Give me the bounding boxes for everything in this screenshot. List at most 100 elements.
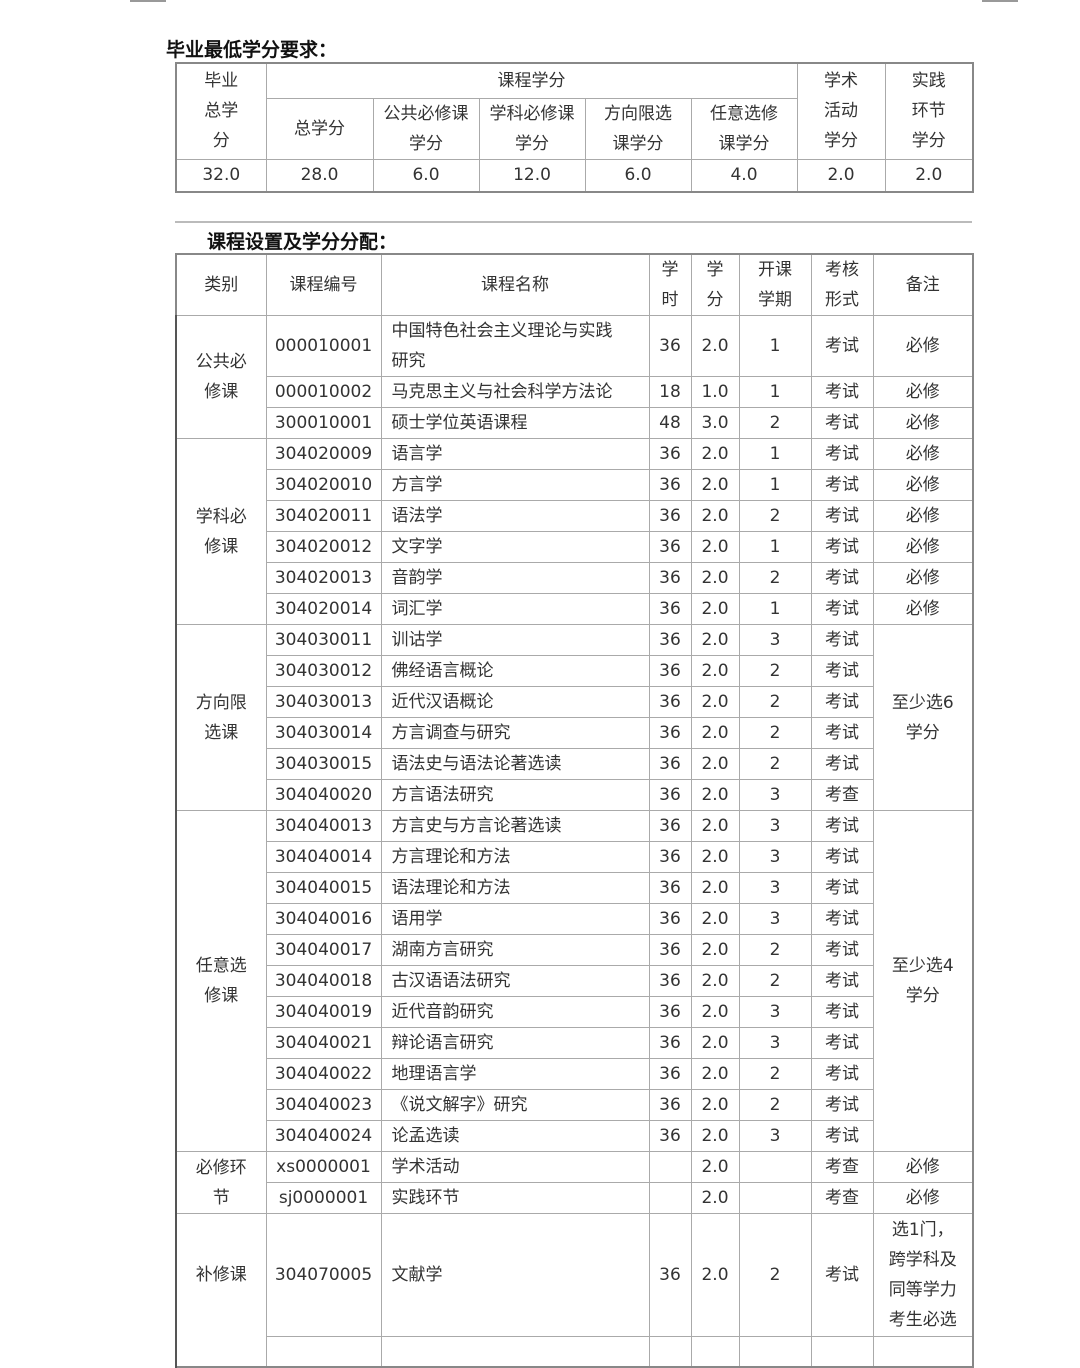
course-code: 304040013 [265,810,382,842]
course-name: 音韵学 [380,562,650,594]
table-row: 304030014 方言调查与研究 36 2.0 2 考试 [176,717,973,749]
courses-title: 课程设置及学分分配： [207,231,398,253]
course-semester: 2 [738,748,812,780]
course-credits: 2.0 [690,438,740,470]
course-name: 方言调查与研究 [380,717,650,749]
course-hours: 36 [648,996,692,1028]
course-code: 304030012 [265,655,382,687]
course-hours: 36 [648,624,692,656]
header-code: 课程编号 [265,253,382,316]
table-row: 304040020 方言语法研究 36 2.0 3 考查 [176,779,973,811]
course-code: 304040017 [265,934,382,966]
course-hours [648,1151,692,1183]
course-credits [690,1336,740,1368]
course-hours: 36 [648,903,692,935]
course-semester: 1 [738,531,812,563]
value-cell: 2.0 [796,158,886,193]
value-cell: 28.0 [265,158,374,193]
course-code: 304040018 [265,965,382,997]
course-code: 304030013 [265,686,382,718]
course-credits: 2.0 [690,996,740,1028]
course-name: 近代音韵研究 [380,996,650,1028]
course-assessment: 考试 [810,531,874,563]
course-code: 304020014 [265,593,382,625]
course-credits: 2.0 [690,748,740,780]
course-semester: 3 [738,841,812,873]
value-cell: 4.0 [690,158,798,193]
course-assessment: 考试 [810,376,874,408]
course-code: xs0000001 [265,1151,382,1183]
course-code: 304040014 [265,841,382,873]
course-name: 中国特色社会主义理论与实践研究 [380,315,650,377]
course-hours [648,1336,692,1368]
course-name: 方言学 [380,469,650,501]
value-cell: 6.0 [584,158,692,193]
course-name: 湖南方言研究 [380,934,650,966]
table-row: 304040017 湖南方言研究 36 2.0 2 考试 [176,934,973,966]
table-row: 304040021 辩论语言研究 36 2.0 3 考试 [176,1027,973,1059]
course-name: 方言语法研究 [380,779,650,811]
course-code: 000010002 [265,376,382,408]
course-code: 304020013 [265,562,382,594]
course-remark: 必修 [872,1182,974,1214]
course-assessment: 考试 [810,810,874,842]
course-assessment: 考试 [810,593,874,625]
table-row: 304040022 地理语言学 36 2.0 2 考试 [176,1058,973,1090]
course-semester: 3 [738,810,812,842]
course-credits: 2.0 [690,500,740,532]
table-row: 304020011 语法学 36 2.0 2 考试 必修 [176,500,974,532]
course-assessment: 考试 [810,717,874,749]
table-row: 304020012 文字学 36 2.0 1 考试 必修 [176,531,974,563]
course-semester: 1 [738,438,812,470]
course-credits: 2.0 [690,655,740,687]
course-assessment: 考查 [810,1151,874,1183]
course-hours: 36 [648,1120,692,1152]
course-name: 语言学 [380,438,650,470]
course-hours: 36 [648,934,692,966]
table-row: 方向限选课 304030011 训诂学 36 2.0 3 考试 至少选6学分 [175,624,974,811]
group-remark: 至少选6学分 [872,624,974,811]
course-name: 地理语言学 [380,1058,650,1090]
course-assessment: 考试 [810,407,874,439]
course-credits: 2.0 [690,934,740,966]
course-hours: 36 [648,841,692,873]
course-hours: 18 [648,376,692,408]
course-code: 304070005 [265,1213,382,1337]
course-credits: 2.0 [690,903,740,935]
section-divider [175,221,972,223]
course-credits: 2.0 [690,841,740,873]
table-row: 公共必修课 000010001 中国特色社会主义理论与实践研究 36 2.0 1 考试 必修 [175,315,974,439]
header-course-credits: 课程学分 [265,62,798,99]
course-hours: 36 [648,469,692,501]
course-name: 实践环节 [380,1182,650,1214]
course-name: 辩论语言研究 [380,1027,650,1059]
value-cell: 12.0 [478,158,586,193]
course-assessment: 考试 [810,315,874,377]
course-remark: 必修 [872,593,974,625]
course-hours: 36 [648,748,692,780]
course-code: 304040015 [265,872,382,904]
graduation-credits-table: 毕业总学分 课程学分 学术活动学分 实践环节学分 总学分 公共必修课学分 学科必… [175,62,975,193]
header-practice: 实践环节学分 [884,62,974,160]
category-cell: 补修课 [175,1213,267,1337]
course-semester: 2 [738,686,812,718]
group-remark: 至少选4学分 [872,810,974,1152]
course-remark: 必修 [872,500,974,532]
course-credits: 1.0 [690,376,740,408]
course-code: 304030011 [265,624,382,656]
course-semester: 2 [738,717,812,749]
table-row: 304020010 方言学 36 2.0 1 考试 必修 [176,469,974,501]
course-code: 304020011 [265,500,382,532]
course-assessment: 考试 [810,624,874,656]
course-code: 300010001 [265,407,382,439]
course-hours: 36 [648,593,692,625]
table-row: 304040019 近代音韵研究 36 2.0 3 考试 [176,996,973,1028]
course-credits: 2.0 [690,779,740,811]
course-name: 语用学 [380,903,650,935]
table-row: 304040023 《说文解字》研究 36 2.0 2 考试 [176,1089,973,1121]
course-hours: 36 [648,655,692,687]
course-hours: 36 [648,1213,692,1337]
header-direction-elective: 方向限选课学分 [584,97,692,160]
course-assessment: 考试 [810,903,874,935]
table-row: 任意选修课 304040013 方言史与方言论著选读 36 2.0 3 考试 至少选4学分 [175,810,974,1152]
